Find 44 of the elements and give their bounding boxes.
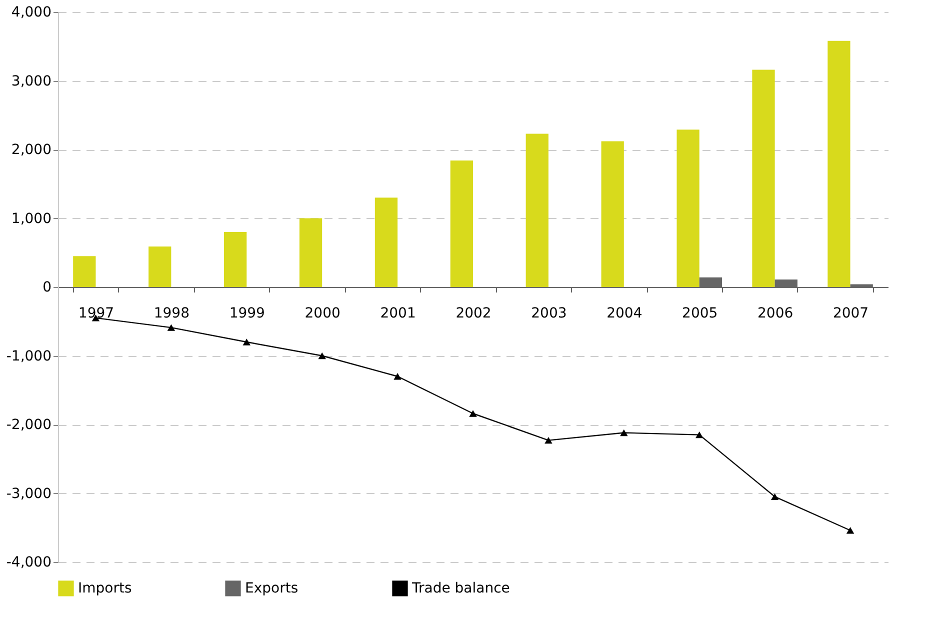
point [318,352,326,360]
point [770,493,779,500]
legend-label: Exports [245,580,298,596]
y-tick-label: -3,000 [6,486,52,502]
bar [601,141,624,287]
point [695,431,704,438]
point [469,410,477,417]
bar [148,246,172,287]
y-tick-label: 3,000 [11,73,52,90]
bar [450,160,473,287]
x-tick-label: 2003 [531,306,567,322]
point [242,338,251,346]
x-tick-label: 1997 [78,306,114,322]
y-tick-label: 1,000 [11,210,52,227]
bar [73,256,96,287]
x-tick-label: 2005 [682,306,718,322]
bar [752,70,775,287]
bar [299,218,322,287]
x-tick-label: 2006 [758,306,794,322]
y-tick-label: -4,000 [6,554,52,570]
y-tick-label: 2,000 [11,142,52,158]
bar [676,130,700,287]
bar [224,232,247,287]
y-tick-label: -1,000 [6,348,52,364]
x-tick-label: 1999 [229,306,265,322]
x-tick-label: 2002 [456,306,492,322]
x-tick-label: 2000 [304,306,340,322]
x-tick-label: 2001 [380,306,416,322]
legend-label: Trade balance [411,580,510,596]
point [544,436,552,444]
point [846,527,854,534]
bar [374,198,398,287]
y-tick-label: 0 [42,280,52,296]
legend-label: Imports [78,580,132,596]
point [167,324,176,331]
point [620,429,628,436]
x-tick-label: 2004 [606,306,642,322]
x-tick-label: 1998 [154,306,190,322]
point [394,373,402,380]
bar [828,40,850,287]
y-tick-label: 4,000 [11,4,52,20]
y-tick-label: -2,000 [6,417,52,433]
x-tick-label: 2007 [832,306,869,322]
bar [526,134,548,287]
